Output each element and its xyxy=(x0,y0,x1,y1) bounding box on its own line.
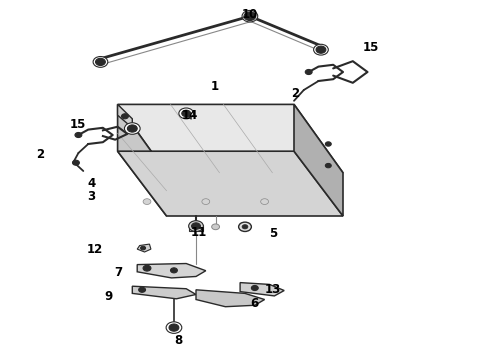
Text: 8: 8 xyxy=(175,334,183,347)
Circle shape xyxy=(169,324,179,331)
Polygon shape xyxy=(189,225,203,231)
Circle shape xyxy=(314,44,328,55)
Circle shape xyxy=(124,123,140,134)
Text: 3: 3 xyxy=(87,190,96,203)
Text: 10: 10 xyxy=(242,8,258,21)
Circle shape xyxy=(141,246,146,250)
Polygon shape xyxy=(118,151,343,216)
Circle shape xyxy=(242,225,248,229)
Circle shape xyxy=(202,199,210,204)
Polygon shape xyxy=(294,104,343,216)
Circle shape xyxy=(212,224,220,230)
Circle shape xyxy=(325,163,331,168)
Circle shape xyxy=(189,221,203,231)
Text: 6: 6 xyxy=(250,297,258,310)
Text: 4: 4 xyxy=(87,177,96,190)
Polygon shape xyxy=(118,104,132,128)
Text: 5: 5 xyxy=(270,227,278,240)
Polygon shape xyxy=(137,244,151,252)
Circle shape xyxy=(192,223,200,229)
Circle shape xyxy=(242,10,258,22)
Text: 2: 2 xyxy=(292,87,300,100)
Circle shape xyxy=(75,132,82,138)
Circle shape xyxy=(166,322,182,333)
Circle shape xyxy=(244,12,256,21)
Text: 12: 12 xyxy=(87,243,103,256)
Text: 13: 13 xyxy=(265,283,281,296)
Circle shape xyxy=(96,58,105,66)
Circle shape xyxy=(171,268,177,273)
Text: 7: 7 xyxy=(114,266,122,279)
Polygon shape xyxy=(240,283,284,296)
Polygon shape xyxy=(137,264,206,278)
Polygon shape xyxy=(118,104,343,173)
Circle shape xyxy=(139,287,146,292)
Circle shape xyxy=(73,160,79,165)
Text: 14: 14 xyxy=(181,109,197,122)
Text: 15: 15 xyxy=(363,41,379,54)
Circle shape xyxy=(261,199,269,204)
Polygon shape xyxy=(132,286,196,299)
Circle shape xyxy=(127,125,137,132)
Circle shape xyxy=(122,114,128,119)
Circle shape xyxy=(179,108,194,119)
Circle shape xyxy=(251,285,258,291)
Polygon shape xyxy=(196,290,265,307)
Text: 15: 15 xyxy=(70,118,86,131)
Text: 11: 11 xyxy=(191,226,207,239)
Text: 2: 2 xyxy=(36,148,44,161)
Circle shape xyxy=(143,265,151,271)
Circle shape xyxy=(316,46,326,53)
Circle shape xyxy=(182,110,191,117)
Circle shape xyxy=(143,199,151,204)
Circle shape xyxy=(239,222,251,231)
Circle shape xyxy=(325,142,331,146)
Circle shape xyxy=(93,57,108,67)
Text: 1: 1 xyxy=(211,80,219,93)
Circle shape xyxy=(305,69,312,75)
Text: 9: 9 xyxy=(104,290,113,303)
Polygon shape xyxy=(118,104,167,216)
